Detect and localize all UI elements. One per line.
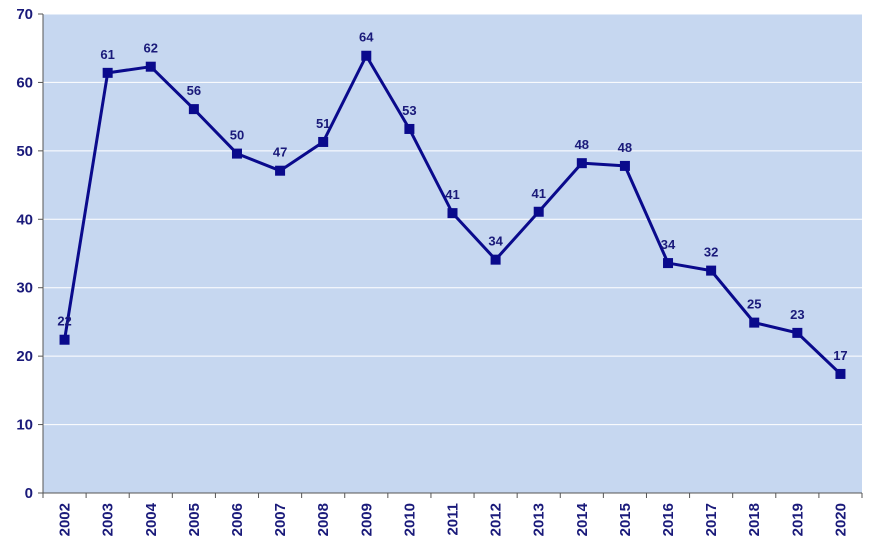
x-tick-label: 2018 <box>746 503 763 536</box>
data-point-marker <box>318 136 329 147</box>
data-point-marker <box>619 160 630 171</box>
data-point-marker <box>490 254 501 265</box>
data-label: 25 <box>747 297 761 312</box>
y-tick-label: 20 <box>16 348 33 365</box>
x-tick-label: 2013 <box>531 503 548 536</box>
x-tick-label: 2002 <box>57 503 74 536</box>
y-tick-label: 40 <box>16 211 33 228</box>
x-tick-label: 2004 <box>143 502 160 536</box>
x-tick-label: 2014 <box>574 502 591 536</box>
y-tick-label: 30 <box>16 280 33 297</box>
x-tick-label: 2015 <box>617 503 634 536</box>
y-tick-label: 70 <box>16 6 33 23</box>
data-point-marker <box>663 258 674 269</box>
x-tick-label: 2012 <box>488 503 505 536</box>
data-label: 34 <box>661 237 676 252</box>
data-label: 32 <box>704 245 718 260</box>
data-label: 61 <box>100 47 114 62</box>
data-label: 47 <box>273 145 287 160</box>
x-tick-label: 2007 <box>272 503 289 536</box>
y-tick-label: 0 <box>25 485 33 502</box>
data-point-marker <box>145 61 156 72</box>
data-label: 41 <box>445 187 459 202</box>
data-label: 64 <box>359 30 374 45</box>
data-label: 41 <box>531 186 545 201</box>
data-label: 17 <box>833 348 847 363</box>
data-point-marker <box>447 208 458 219</box>
data-point-marker <box>59 334 70 345</box>
y-tick-label: 60 <box>16 74 33 91</box>
x-tick-label: 2008 <box>315 503 332 536</box>
x-tick-label: 2010 <box>401 503 418 536</box>
data-point-marker <box>576 158 587 169</box>
x-tick-label: 2006 <box>229 503 246 536</box>
data-point-marker <box>706 265 717 276</box>
data-point-marker <box>361 50 372 61</box>
data-label: 51 <box>316 116 330 131</box>
y-tick-label: 10 <box>16 417 33 434</box>
data-label: 53 <box>402 103 416 118</box>
x-tick-label: 2003 <box>100 503 117 536</box>
x-tick-label: 2005 <box>186 503 203 536</box>
x-tick-label: 2016 <box>660 503 677 536</box>
data-point-marker <box>749 317 760 328</box>
data-label: 48 <box>575 137 589 152</box>
x-tick-label: 2009 <box>358 503 375 536</box>
data-point-marker <box>188 104 199 115</box>
data-point-marker <box>404 123 415 134</box>
data-point-marker <box>102 67 113 78</box>
data-label: 62 <box>144 41 158 56</box>
plot-area <box>43 14 862 493</box>
y-tick-label: 50 <box>16 143 33 160</box>
data-label: 22 <box>57 314 71 329</box>
data-point-marker <box>275 165 286 176</box>
data-point-marker <box>231 148 242 159</box>
data-label: 48 <box>618 140 632 155</box>
x-tick-label: 2017 <box>703 503 720 536</box>
data-label: 23 <box>790 307 804 322</box>
data-point-marker <box>835 368 846 379</box>
x-tick-label: 2019 <box>789 503 806 536</box>
data-label: 56 <box>187 83 201 98</box>
data-label: 34 <box>488 234 503 249</box>
data-label: 50 <box>230 128 244 143</box>
data-point-marker <box>792 327 803 338</box>
x-tick-label: 2020 <box>832 503 849 536</box>
x-tick-label: 2011 <box>445 503 462 536</box>
data-point-marker <box>533 206 544 217</box>
